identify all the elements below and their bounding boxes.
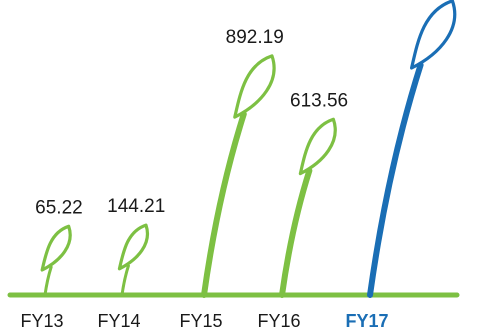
leaf-fy14 bbox=[117, 223, 149, 271]
stem-fy13 bbox=[43, 265, 53, 297]
leaf-fy13 bbox=[40, 224, 72, 272]
value-label-fy15: 892.19 bbox=[226, 27, 284, 48]
category-label-fy17: FY17 bbox=[345, 311, 388, 331]
category-label-fy13: FY13 bbox=[20, 311, 63, 331]
category-label-fy16: FY16 bbox=[257, 311, 300, 331]
category-label-fy15: FY15 bbox=[179, 311, 222, 331]
value-label-fy16: 613.56 bbox=[290, 90, 348, 111]
stem-fy16 bbox=[279, 167, 313, 298]
value-label-fy14: 144.21 bbox=[107, 196, 165, 217]
stem-fy17 bbox=[367, 62, 424, 298]
stem-fy15 bbox=[201, 111, 247, 298]
value-label-fy13: 65.22 bbox=[35, 197, 83, 218]
leaf-fy15 bbox=[233, 54, 276, 119]
leaf-fy16 bbox=[298, 117, 337, 176]
stem-fy14 bbox=[120, 264, 130, 297]
leaf-fy17 bbox=[410, 0, 457, 70]
category-label-fy14: FY14 bbox=[97, 311, 140, 331]
